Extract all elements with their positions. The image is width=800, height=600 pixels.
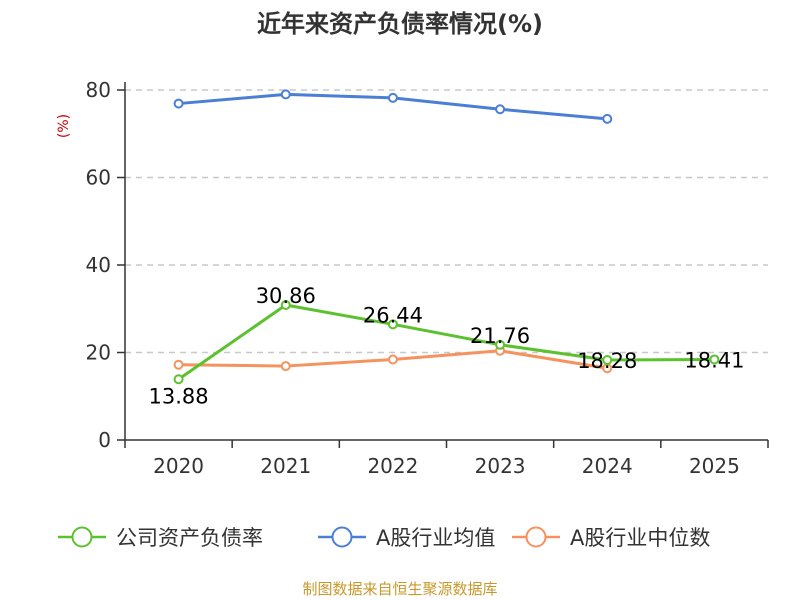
x-tick-label: 2021 bbox=[260, 454, 311, 478]
data-point bbox=[280, 299, 291, 310]
y-tick-label: 80 bbox=[86, 78, 111, 102]
data-point bbox=[387, 354, 398, 365]
data-labels: 13.88 30.86 26.44 21.76 18.28 18.41 bbox=[149, 284, 745, 408]
data-label: 18.41 bbox=[684, 348, 744, 372]
legend-marker bbox=[525, 526, 547, 548]
data-point bbox=[709, 354, 720, 365]
data-point bbox=[173, 374, 184, 385]
data-point bbox=[173, 98, 184, 109]
x-tick-label: 2023 bbox=[475, 454, 526, 478]
y-tick-label: 40 bbox=[86, 253, 111, 277]
data-point bbox=[495, 104, 506, 115]
source-note: 制图数据来自恒生聚源数据库 bbox=[302, 580, 497, 598]
data-point bbox=[173, 359, 184, 370]
data-point bbox=[280, 89, 291, 100]
data-point bbox=[280, 361, 291, 372]
axes: 0 20 40 60 80 2020 2021 2022 2023 2024 2025 bbox=[86, 78, 769, 478]
data-point bbox=[387, 319, 398, 330]
data-label: 21.76 bbox=[470, 324, 530, 348]
legend-label: A股行业均值 bbox=[376, 526, 495, 550]
legend-label: 公司资产负债率 bbox=[116, 526, 263, 550]
x-tick-label: 2024 bbox=[582, 454, 633, 478]
y-axis-label: (%) bbox=[56, 114, 72, 138]
series-lines bbox=[173, 89, 720, 385]
chart-title: 近年来资产负债率情况(%) bbox=[257, 10, 543, 38]
y-tick-label: 60 bbox=[86, 166, 111, 190]
y-tick-label: 20 bbox=[86, 341, 111, 365]
legend: 公司资产负债率 A股行业均值 A股行业中位数 bbox=[58, 526, 710, 550]
data-label: 18.28 bbox=[577, 349, 637, 373]
series-line-0 bbox=[177, 303, 715, 381]
data-label: 13.88 bbox=[149, 384, 209, 408]
x-tick-label: 2022 bbox=[367, 454, 418, 478]
data-point bbox=[387, 92, 398, 103]
x-tick-label: 2025 bbox=[689, 454, 740, 478]
data-point bbox=[602, 355, 613, 366]
data-label: 30.86 bbox=[256, 284, 316, 308]
grid-lines bbox=[125, 89, 768, 354]
legend-marker bbox=[331, 526, 353, 548]
legend-label: A股行业中位数 bbox=[570, 526, 710, 550]
data-label: 26.44 bbox=[363, 303, 423, 327]
x-tick-label: 2020 bbox=[153, 454, 204, 478]
y-tick-label: 0 bbox=[98, 428, 111, 452]
data-point bbox=[495, 339, 506, 350]
data-point bbox=[602, 113, 613, 124]
legend-marker bbox=[71, 526, 93, 548]
